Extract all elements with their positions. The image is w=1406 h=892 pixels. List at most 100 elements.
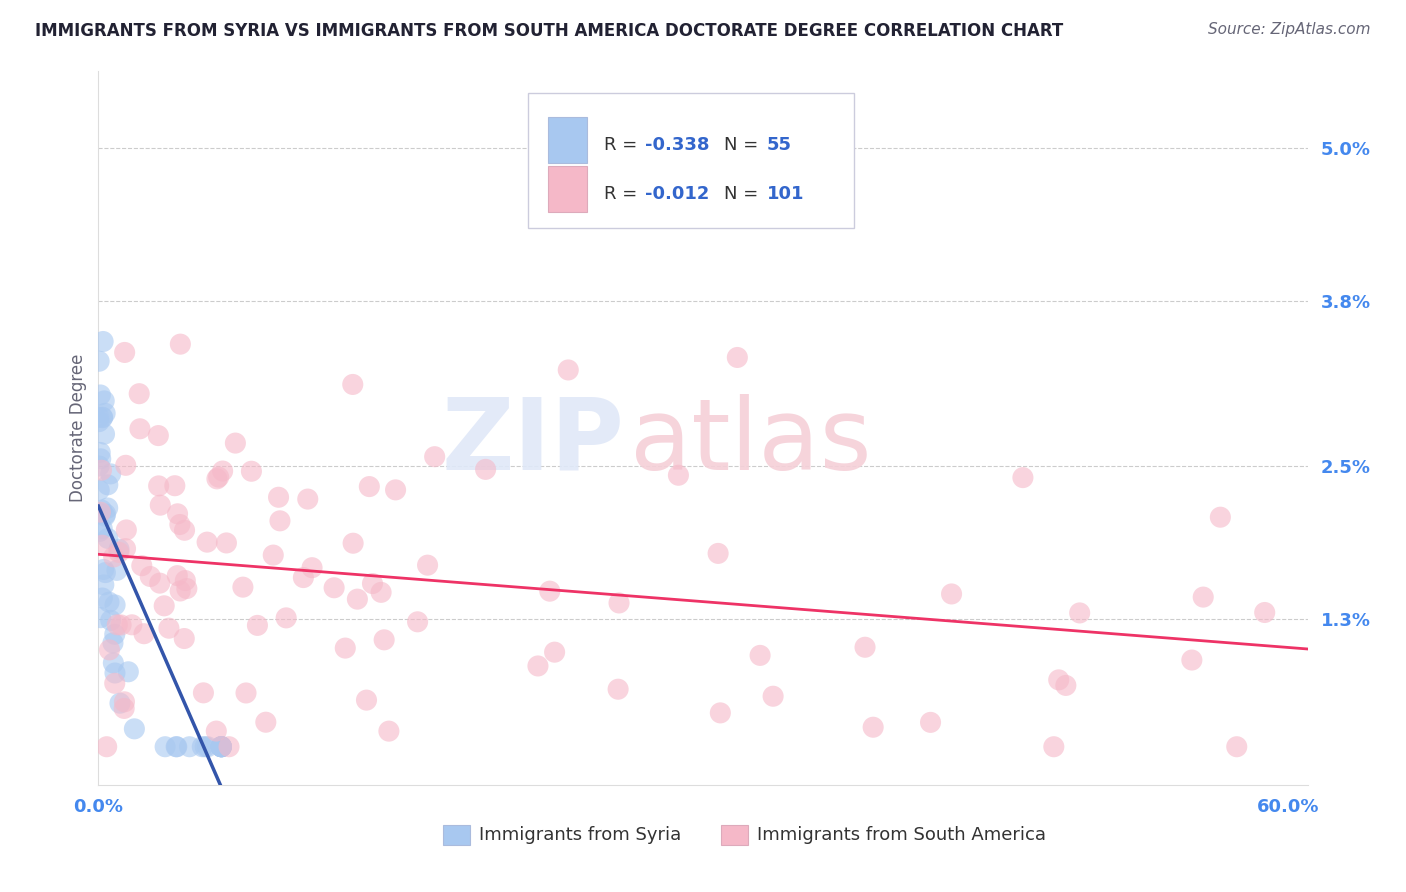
FancyBboxPatch shape — [527, 93, 855, 228]
Point — [98, 643, 121, 657]
Y-axis label: Doctorate Degree: Doctorate Degree — [69, 354, 87, 502]
Point — [209, 739, 232, 754]
Point — [276, 611, 298, 625]
Point — [920, 715, 942, 730]
Point — [406, 615, 429, 629]
Point — [232, 580, 254, 594]
Text: 101: 101 — [768, 185, 804, 203]
Point — [100, 467, 122, 481]
Point — [117, 665, 139, 679]
Point — [527, 659, 550, 673]
Point — [91, 538, 114, 552]
Point — [149, 498, 172, 512]
Point — [707, 546, 730, 560]
Point — [607, 682, 630, 697]
Point — [342, 377, 364, 392]
Point — [373, 632, 395, 647]
Point — [121, 617, 143, 632]
Point — [173, 632, 195, 646]
Point — [94, 406, 117, 420]
Point — [108, 542, 131, 557]
Point — [1069, 606, 1091, 620]
Point — [97, 532, 120, 546]
Point — [103, 549, 125, 564]
Point — [762, 690, 785, 704]
Text: 55: 55 — [768, 136, 792, 154]
Point — [538, 584, 561, 599]
Point — [94, 509, 117, 524]
FancyBboxPatch shape — [443, 825, 470, 845]
Point — [90, 610, 112, 624]
Point — [209, 739, 232, 754]
Point — [1181, 653, 1204, 667]
Point — [862, 720, 884, 734]
Text: N =: N = — [724, 185, 763, 203]
Point — [174, 574, 197, 588]
Point — [104, 665, 127, 680]
Point — [97, 478, 120, 492]
Text: Immigrants from Syria: Immigrants from Syria — [479, 826, 682, 844]
Point — [132, 626, 155, 640]
Point — [89, 483, 111, 498]
Point — [97, 500, 120, 515]
Point — [1012, 470, 1035, 484]
Point — [91, 334, 114, 349]
Point — [101, 636, 124, 650]
Point — [169, 337, 191, 351]
Point — [1209, 510, 1232, 524]
Point — [89, 458, 111, 473]
Point — [124, 722, 146, 736]
Point — [90, 503, 112, 517]
Point — [378, 724, 401, 739]
Point — [235, 686, 257, 700]
Text: R =: R = — [603, 185, 643, 203]
Text: Immigrants from South America: Immigrants from South America — [758, 826, 1046, 844]
Point — [209, 739, 232, 754]
Point — [89, 388, 111, 402]
Point — [87, 415, 110, 429]
Point — [89, 524, 111, 539]
Point — [1047, 673, 1070, 687]
Point — [148, 479, 170, 493]
Point — [262, 548, 284, 562]
Point — [89, 445, 111, 459]
Point — [543, 645, 565, 659]
Point — [297, 492, 319, 507]
Point — [90, 451, 112, 466]
Point — [89, 506, 111, 520]
Point — [163, 479, 186, 493]
Point — [557, 363, 579, 377]
Point — [359, 480, 381, 494]
Point — [607, 596, 630, 610]
Point — [209, 739, 232, 754]
Point — [149, 576, 172, 591]
Point — [114, 695, 136, 709]
Point — [115, 523, 138, 537]
Point — [209, 739, 232, 754]
Point — [166, 739, 188, 754]
Point — [205, 472, 228, 486]
Point — [104, 676, 127, 690]
Point — [193, 686, 215, 700]
FancyBboxPatch shape — [721, 825, 748, 845]
Point — [205, 724, 228, 739]
Point — [197, 739, 219, 754]
FancyBboxPatch shape — [548, 166, 586, 212]
Text: Source: ZipAtlas.com: Source: ZipAtlas.com — [1208, 22, 1371, 37]
Point — [423, 450, 446, 464]
Point — [195, 535, 218, 549]
Point — [110, 618, 132, 632]
Point — [93, 427, 115, 442]
Point — [240, 464, 263, 478]
Point — [725, 351, 748, 365]
Point — [114, 345, 136, 359]
Point — [335, 641, 357, 656]
Point — [194, 739, 217, 754]
Point — [1054, 678, 1077, 692]
Point — [668, 468, 690, 483]
Point — [104, 598, 127, 612]
Point — [157, 621, 180, 635]
FancyBboxPatch shape — [548, 117, 586, 163]
Text: -0.012: -0.012 — [645, 185, 710, 203]
Point — [1043, 739, 1066, 754]
